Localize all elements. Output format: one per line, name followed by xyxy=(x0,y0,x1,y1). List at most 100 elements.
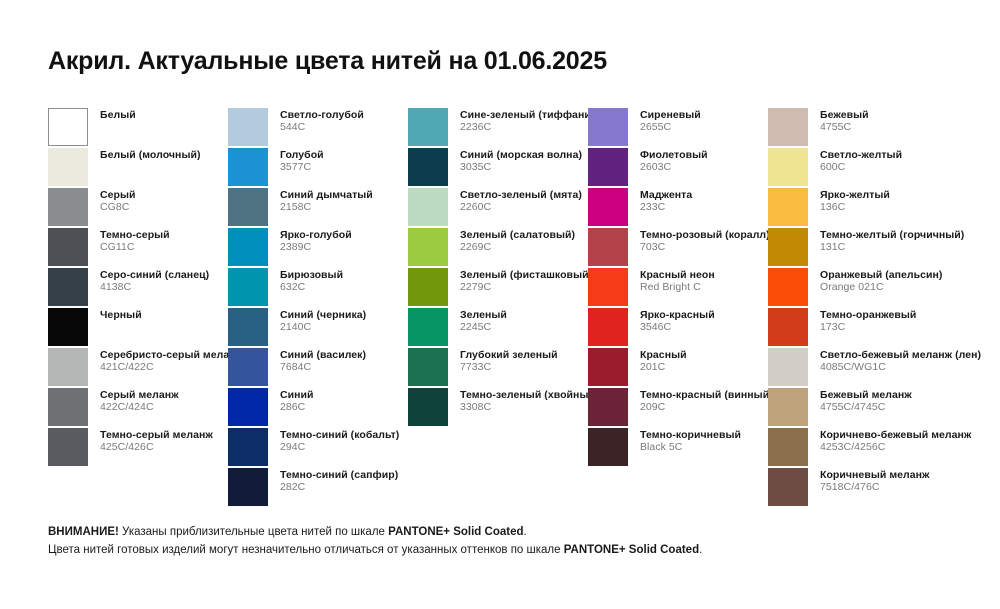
swatch-row[interactable]: Зеленый (салатовый) 2269C xyxy=(408,228,588,268)
swatch-row[interactable]: Темно-синий (сапфир) 282C xyxy=(228,468,408,508)
color-swatch[interactable] xyxy=(768,428,808,466)
swatch-row[interactable]: Серый CG8C xyxy=(48,188,228,228)
swatch-name: Темно-синий (сапфир) xyxy=(280,469,399,481)
color-swatch[interactable] xyxy=(228,388,268,426)
color-swatch[interactable] xyxy=(228,428,268,466)
swatch-row[interactable]: Серебристо-серый меланж 421C/422C xyxy=(48,348,243,388)
swatch-row[interactable]: Синий (василек) 7684C xyxy=(228,348,408,388)
swatch-row[interactable]: Глубокий зеленый 7733C xyxy=(408,348,588,388)
color-swatch[interactable] xyxy=(588,268,628,306)
swatch-row[interactable]: Серый меланж 422C/424C xyxy=(48,388,228,428)
color-swatch[interactable] xyxy=(408,228,448,266)
color-swatch[interactable] xyxy=(588,228,628,266)
color-swatch[interactable] xyxy=(408,108,448,146)
swatch-row[interactable]: Сине-зеленый (тиффани) 2236C xyxy=(408,108,594,148)
swatch-row[interactable]: Серо-синий (сланец) 4138C xyxy=(48,268,228,308)
swatch-row[interactable]: Темно-серый меланж 425C/426C xyxy=(48,428,228,468)
swatch-row[interactable]: Ярко-красный 3546C xyxy=(588,308,768,348)
color-swatch[interactable] xyxy=(408,188,448,226)
footer-line-1-end: . xyxy=(523,526,527,538)
swatch-row[interactable]: Сиреневый 2655C xyxy=(588,108,768,148)
color-swatch[interactable] xyxy=(48,148,88,186)
swatch-row[interactable]: Темно-розовый (коралл) 703C xyxy=(588,228,770,268)
color-swatch[interactable] xyxy=(228,468,268,506)
color-swatch[interactable] xyxy=(48,348,88,386)
color-swatch[interactable] xyxy=(588,108,628,146)
color-swatch[interactable] xyxy=(48,108,88,146)
swatch-row[interactable]: Синий 286C xyxy=(228,388,408,428)
color-swatch[interactable] xyxy=(588,428,628,466)
swatch-row[interactable]: Красный 201C xyxy=(588,348,768,388)
color-swatch[interactable] xyxy=(768,388,808,426)
color-swatch[interactable] xyxy=(408,268,448,306)
swatch-row[interactable]: Темно-серый CG11C xyxy=(48,228,228,268)
swatch-row[interactable]: Бирюзовый 632C xyxy=(228,268,408,308)
color-swatch[interactable] xyxy=(48,228,88,266)
swatch-row[interactable]: Бежевый меланж 4755C/4745C xyxy=(768,388,983,428)
color-swatch[interactable] xyxy=(768,228,808,266)
color-swatch[interactable] xyxy=(228,108,268,146)
swatch-name: Белый xyxy=(100,109,136,121)
color-swatch[interactable] xyxy=(768,108,808,146)
swatch-row[interactable]: Коричнево-бежевый меланж 4253C/4256C xyxy=(768,428,983,468)
color-swatch[interactable] xyxy=(408,348,448,386)
color-swatch[interactable] xyxy=(228,348,268,386)
color-swatch[interactable] xyxy=(48,188,88,226)
swatch-row[interactable]: Синий дымчатый 2158C xyxy=(228,188,408,228)
color-swatch[interactable] xyxy=(48,268,88,306)
swatch-row[interactable]: Синий (морская волна) 3035C xyxy=(408,148,588,188)
color-swatch[interactable] xyxy=(228,148,268,186)
swatch-row[interactable]: Темно-желтый (горчичный) 131C xyxy=(768,228,983,268)
column-warm-neutrals: Бежевый 4755C Светло-желтый 600C Ярко-желтый… xyxy=(768,108,983,508)
swatch-row[interactable]: Маджента 233C xyxy=(588,188,768,228)
color-swatch[interactable] xyxy=(588,348,628,386)
swatch-pantone-code: 209C xyxy=(640,401,666,414)
swatch-text: Сиреневый 2655C xyxy=(628,108,701,134)
swatch-row[interactable]: Зеленый 2245C xyxy=(408,308,588,348)
swatch-row[interactable]: Голубой 3577C xyxy=(228,148,408,188)
swatch-row[interactable]: Фиолетовый 2603C xyxy=(588,148,768,188)
color-swatch[interactable] xyxy=(228,188,268,226)
color-swatch[interactable] xyxy=(588,308,628,346)
swatch-row[interactable]: Оранжевый (апельсин) Orange 021C xyxy=(768,268,983,308)
color-swatch[interactable] xyxy=(48,308,88,346)
swatch-row[interactable]: Светло-желтый 600C xyxy=(768,148,983,188)
color-swatch[interactable] xyxy=(588,188,628,226)
color-swatch[interactable] xyxy=(228,268,268,306)
color-swatch[interactable] xyxy=(588,388,628,426)
swatch-row[interactable]: Светло-бежевый меланж (лен) 4085C/WG1C xyxy=(768,348,983,388)
color-swatch[interactable] xyxy=(768,268,808,306)
swatch-row[interactable]: Ярко-голубой 2389C xyxy=(228,228,408,268)
swatch-row[interactable]: Темно-синий (кобальт) 294C xyxy=(228,428,408,468)
color-swatch[interactable] xyxy=(768,348,808,386)
color-swatch[interactable] xyxy=(48,428,88,466)
swatch-row[interactable]: Красный неон Red Bright C xyxy=(588,268,768,308)
swatch-name: Темно-розовый (коралл) xyxy=(640,229,770,241)
swatch-row[interactable]: Зеленый (фисташковый) 2279C xyxy=(408,268,592,308)
swatch-row[interactable]: Бежевый 4755C xyxy=(768,108,983,148)
swatch-row[interactable]: Синий (черника) 2140C xyxy=(228,308,408,348)
swatch-row[interactable]: Темно-коричневый Black 5C xyxy=(588,428,768,468)
swatch-row[interactable]: Коричневый меланж 7518C/476C xyxy=(768,468,983,508)
color-swatch[interactable] xyxy=(768,308,808,346)
swatch-row[interactable]: Темно-зеленый (хвойный) 3308C xyxy=(408,388,598,428)
footer-disclaimer: ВНИМАНИЕ! Указаны приблизительные цвета … xyxy=(48,523,968,560)
color-swatch[interactable] xyxy=(588,148,628,186)
swatch-row[interactable]: Светло-голубой 544C xyxy=(228,108,408,148)
swatch-row[interactable]: Белый xyxy=(48,108,228,148)
color-swatch[interactable] xyxy=(408,148,448,186)
color-swatch[interactable] xyxy=(768,188,808,226)
color-swatch[interactable] xyxy=(768,468,808,506)
color-swatch[interactable] xyxy=(408,388,448,426)
color-swatch[interactable] xyxy=(768,148,808,186)
color-swatch[interactable] xyxy=(228,308,268,346)
swatch-row[interactable]: Ярко-желтый 136C xyxy=(768,188,983,228)
color-swatch[interactable] xyxy=(48,388,88,426)
swatch-row[interactable]: Белый (молочный) xyxy=(48,148,228,188)
color-swatch[interactable] xyxy=(408,308,448,346)
color-swatch[interactable] xyxy=(228,228,268,266)
swatch-row[interactable]: Темно-оранжевый 173C xyxy=(768,308,983,348)
swatch-row[interactable]: Светло-зеленый (мята) 2260C xyxy=(408,188,588,228)
swatch-row[interactable]: Темно-красный (винный) 209C xyxy=(588,388,773,428)
swatch-row[interactable]: Черный xyxy=(48,308,228,348)
